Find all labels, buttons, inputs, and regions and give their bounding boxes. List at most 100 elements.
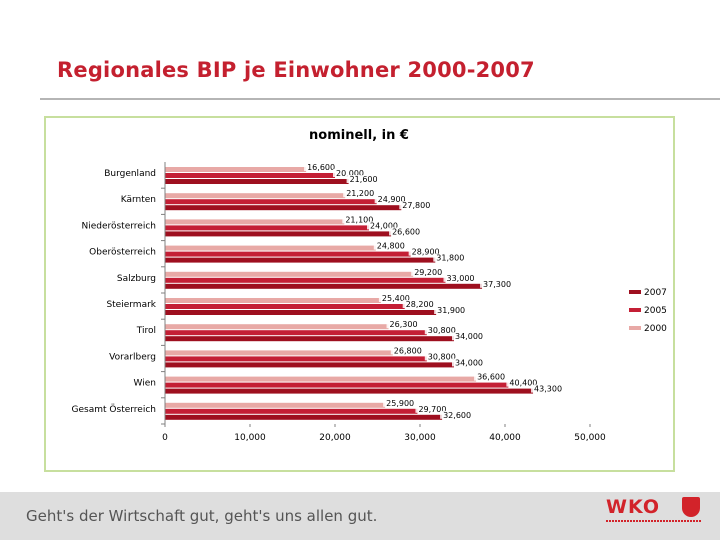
data-label-2007: 32,600 — [443, 411, 471, 420]
bar-2005 — [165, 225, 369, 231]
data-label-bg — [480, 279, 511, 288]
data-label-2005: 30,800 — [428, 326, 456, 335]
data-label-bg — [452, 358, 482, 367]
bar-2005 — [165, 199, 377, 205]
bar-2000 — [165, 298, 381, 303]
data-label-bg — [399, 201, 430, 210]
data-label-bg — [374, 195, 405, 204]
data-label-2005: 28,200 — [406, 300, 434, 309]
category-label: Steiermark — [106, 300, 156, 310]
data-label-bg — [415, 404, 446, 413]
data-label-2007: 27,800 — [402, 201, 430, 210]
x-tick-label: 50,000 — [574, 433, 606, 443]
chart-frame: nominell, in € Burgenland 16,600 20,000 21,… — [44, 116, 675, 472]
data-label-2005: 33,000 — [447, 274, 475, 283]
data-label-bg — [373, 241, 404, 250]
bar-2005 — [165, 251, 411, 257]
data-label-2007: 31,900 — [437, 306, 465, 315]
bar-2007 — [165, 414, 443, 420]
data-label-bg — [346, 175, 377, 183]
legend-swatch-2005 — [629, 308, 641, 312]
category-label: Oberösterreich — [89, 248, 156, 258]
legend-label-2000: 2000 — [644, 324, 667, 334]
bar-2007 — [165, 257, 436, 263]
data-label-bg — [386, 320, 417, 329]
data-label-2007: 21,600 — [350, 175, 378, 184]
slide-title: Regionales BIP je Einwohner 2000-2007 — [57, 58, 535, 82]
data-label-bg — [390, 346, 421, 355]
data-label-bg — [443, 273, 474, 282]
data-label-2000: 36,600 — [477, 373, 505, 382]
bar-2007 — [165, 231, 392, 237]
data-label-2005: 24,000 — [370, 221, 398, 230]
bar-2000 — [165, 245, 376, 251]
footer-band — [0, 492, 720, 540]
bar-2007 — [165, 179, 349, 184]
bar-2000 — [165, 167, 307, 172]
data-label-2000: 25,400 — [382, 294, 410, 303]
bar-2005 — [165, 304, 405, 309]
legend-label-2007: 2007 — [644, 288, 667, 298]
data-label-bg — [411, 267, 442, 276]
category-label: Niederösterreich — [81, 221, 156, 231]
data-label-2005: 24,900 — [378, 195, 406, 204]
bar-2005 — [165, 382, 509, 388]
data-label-2005: 20,000 — [336, 169, 364, 178]
data-label-2000: 25,900 — [386, 399, 414, 408]
legend-swatch-2000 — [629, 326, 641, 330]
data-label-2005: 30,800 — [428, 352, 456, 361]
data-label-2000: 21,100 — [345, 215, 373, 224]
x-tick-label: 0 — [162, 433, 168, 443]
data-label-2000: 29,200 — [414, 268, 442, 277]
data-label-2007: 31,800 — [436, 254, 464, 263]
data-label-2007: 37,300 — [483, 280, 511, 289]
data-label-bg — [531, 384, 562, 393]
bar-2007 — [165, 310, 437, 315]
data-label-2007: 34,000 — [455, 332, 483, 341]
bar-2005 — [165, 356, 427, 362]
data-label-2000: 26,300 — [390, 320, 418, 329]
data-label-2005: 40,400 — [509, 379, 537, 388]
bar-2000 — [165, 376, 477, 382]
data-label-bg — [506, 378, 537, 387]
bar-2005 — [165, 173, 335, 178]
data-label-2000: 24,800 — [377, 242, 405, 251]
wko-logo-wordmark: WKO — [606, 496, 660, 518]
data-label-bg — [452, 332, 482, 341]
data-label-bg — [433, 253, 464, 262]
x-tick-label: 30,000 — [404, 433, 436, 443]
category-label: Gesamt Österreich — [72, 404, 156, 415]
data-label-2007: 34,000 — [455, 358, 483, 367]
data-label-bg — [474, 372, 505, 381]
data-label-bg — [343, 189, 374, 198]
bar-2007 — [165, 362, 454, 368]
category-label: Burgenland — [104, 169, 156, 179]
bar-2000 — [165, 219, 345, 225]
x-tick-label: 40,000 — [489, 433, 521, 443]
bar-2000 — [165, 402, 386, 408]
data-label-bg — [342, 215, 373, 224]
bar-2000 — [165, 350, 393, 356]
data-label-bg — [440, 410, 471, 419]
bar-2007 — [165, 388, 534, 394]
legend-label-2005: 2005 — [644, 306, 667, 316]
data-label-bg — [383, 398, 414, 407]
data-label-bg — [367, 221, 397, 230]
data-label-bg — [304, 163, 335, 171]
data-label-bg — [402, 300, 433, 308]
footer-slogan: Geht's der Wirtschaft gut, geht's uns al… — [26, 507, 378, 525]
wko-logo-tagline — [606, 520, 701, 522]
category-label: Wien — [134, 379, 156, 389]
data-label-bg — [389, 227, 420, 236]
data-label-2000: 26,800 — [394, 346, 422, 355]
data-label-bg — [424, 326, 455, 335]
data-label-bg — [378, 294, 409, 302]
category-label: Vorarlberg — [109, 352, 156, 362]
data-label-bg — [333, 169, 363, 177]
data-label-bg — [424, 352, 455, 361]
data-label-2000: 16,600 — [307, 163, 335, 172]
bar-2005 — [165, 277, 446, 283]
data-label-bg — [434, 306, 465, 314]
category-label: Tirol — [136, 326, 156, 336]
data-label-2005: 28,900 — [412, 248, 440, 257]
